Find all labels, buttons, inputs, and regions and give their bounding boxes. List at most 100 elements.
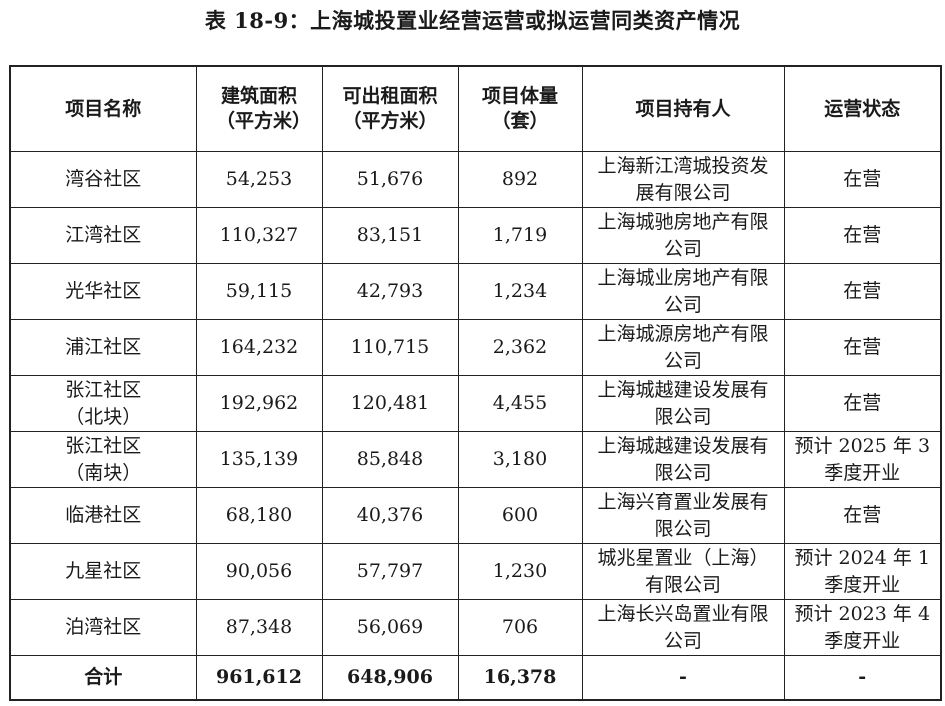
- cell-gfa: 59,115: [195, 263, 323, 320]
- cell-status-text: 预计 2024 年 1 季度开业: [794, 546, 931, 596]
- cell-rentable: 110,715: [321, 319, 459, 376]
- total-units: 16,378: [457, 655, 583, 701]
- cell-owner: 上海新江湾城投资发展有限公司: [581, 151, 785, 208]
- cell-gfa: 164,232: [195, 319, 323, 376]
- cell-gfa: 110,327: [195, 207, 323, 264]
- cell-rentable: 56,069: [321, 599, 459, 656]
- cell-name-text: 光华社区: [65, 280, 142, 302]
- table-row: 江湾社区 110,327 83,151 1,719 上海城驰房地产有限公司 在营: [9, 207, 942, 264]
- cell-gfa: 135,139: [195, 431, 323, 488]
- cell-status-text: 在营: [843, 224, 882, 246]
- cell-name: 光华社区: [9, 263, 197, 320]
- header-gfa: 建筑面积（平方米）: [195, 65, 323, 152]
- cell-status-text: 在营: [843, 504, 882, 526]
- total-row: 合计 961,612 648,906 16,378 - -: [9, 655, 942, 701]
- cell-status-text: 在营: [843, 392, 882, 414]
- cell-name-text: 湾谷社区: [65, 168, 142, 190]
- asset-table: 项目名称 建筑面积（平方米） 可出租面积（平方米） 项目体量（套） 项目持有人 …: [9, 65, 942, 701]
- cell-units: 1,230: [457, 543, 583, 600]
- cell-status: 在营: [783, 207, 942, 264]
- cell-gfa: 87,348: [195, 599, 323, 656]
- cell-owner: 上海长兴岛置业有限公司: [581, 599, 785, 656]
- cell-rentable: 40,376: [321, 487, 459, 544]
- cell-status-text: 预计 2025 年 3 季度开业: [794, 434, 931, 484]
- cell-name: 临港社区: [9, 487, 197, 544]
- cell-owner: 上海城源房地产有限公司: [581, 319, 785, 376]
- cell-gfa: 90,056: [195, 543, 323, 600]
- cell-gfa: 54,253: [195, 151, 323, 208]
- table-row: 张江社区（北块） 192,962 120,481 4,455 上海城越建设发展有限公司 在…: [9, 375, 942, 432]
- cell-status: 在营: [783, 151, 942, 208]
- cell-status: 在营: [783, 487, 942, 544]
- cell-units: 3,180: [457, 431, 583, 488]
- cell-owner-text: 城兆星置业（上海）有限公司: [597, 546, 769, 596]
- table-row: 九星社区 90,056 57,797 1,230 城兆星置业（上海）有限公司 预计 202…: [9, 543, 942, 600]
- cell-units: 1,719: [457, 207, 583, 264]
- cell-rentable: 57,797: [321, 543, 459, 600]
- header-owner: 项目持有人: [581, 65, 785, 152]
- cell-status-text: 预计 2023 年 4 季度开业: [794, 602, 931, 652]
- header-row: 项目名称 建筑面积（平方米） 可出租面积（平方米） 项目体量（套） 项目持有人 …: [9, 65, 942, 152]
- total-gfa: 961,612: [195, 655, 323, 701]
- cell-name-text: 九星社区: [65, 560, 142, 582]
- table-row: 湾谷社区 54,253 51,676 892 上海新江湾城投资发展有限公司 在营: [9, 151, 942, 208]
- header-units: 项目体量（套）: [457, 65, 583, 152]
- header-gfa-label: 建筑面积（平方米）: [216, 85, 312, 132]
- cell-gfa: 192,962: [195, 375, 323, 432]
- cell-owner-text: 上海城越建设发展有限公司: [597, 378, 769, 428]
- table-body: 湾谷社区 54,253 51,676 892 上海新江湾城投资发展有限公司 在营 江湾社区 1…: [9, 151, 942, 701]
- cell-units: 600: [457, 487, 583, 544]
- cell-status-text: 在营: [843, 168, 882, 190]
- cell-status-text: 在营: [843, 336, 882, 358]
- cell-units: 892: [457, 151, 583, 208]
- table-row: 光华社区 59,115 42,793 1,234 上海城业房地产有限公司 在营: [9, 263, 942, 320]
- header-rentable: 可出租面积（平方米）: [321, 65, 459, 152]
- cell-units: 4,455: [457, 375, 583, 432]
- cell-name: 泊湾社区: [9, 599, 197, 656]
- cell-rentable: 85,848: [321, 431, 459, 488]
- cell-name: 江湾社区: [9, 207, 197, 264]
- table-row: 浦江社区 164,232 110,715 2,362 上海城源房地产有限公司 在营: [9, 319, 942, 376]
- header-rentable-label: 可出租面积（平方米）: [342, 85, 438, 132]
- cell-name-text: 张江社区（北块）: [65, 378, 142, 428]
- cell-units: 2,362: [457, 319, 583, 376]
- cell-owner-text: 上海新江湾城投资发展有限公司: [597, 154, 769, 204]
- cell-status: 在营: [783, 375, 942, 432]
- cell-owner-text: 上海城越建设发展有限公司: [597, 434, 769, 484]
- header-status: 运营状态: [783, 65, 942, 152]
- cell-rentable: 83,151: [321, 207, 459, 264]
- table-row: 张江社区（南块） 135,139 85,848 3,180 上海城越建设发展有限公司 预计…: [9, 431, 942, 488]
- cell-owner-text: 上海长兴岛置业有限公司: [597, 602, 769, 652]
- cell-status: 在营: [783, 319, 942, 376]
- cell-name: 张江社区（南块）: [9, 431, 197, 488]
- cell-units: 1,234: [457, 263, 583, 320]
- cell-rentable: 42,793: [321, 263, 459, 320]
- cell-name: 九星社区: [9, 543, 197, 600]
- cell-owner-text: 上海兴育置业发展有限公司: [597, 490, 769, 540]
- cell-name: 张江社区（北块）: [9, 375, 197, 432]
- total-label: 合计: [9, 655, 197, 701]
- total-owner: -: [581, 655, 785, 701]
- cell-name-text: 临港社区: [65, 504, 142, 526]
- cell-gfa: 68,180: [195, 487, 323, 544]
- cell-name-text: 浦江社区: [65, 336, 142, 358]
- total-rentable: 648,906: [321, 655, 459, 701]
- cell-rentable: 51,676: [321, 151, 459, 208]
- cell-owner-text: 上海城驰房地产有限公司: [597, 210, 769, 260]
- cell-owner: 上海城越建设发展有限公司: [581, 431, 785, 488]
- table-row: 临港社区 68,180 40,376 600 上海兴育置业发展有限公司 在营: [9, 487, 942, 544]
- cell-name-text: 泊湾社区: [65, 616, 142, 638]
- total-status: -: [783, 655, 942, 701]
- cell-status: 在营: [783, 263, 942, 320]
- cell-name-text: 江湾社区: [65, 224, 142, 246]
- cell-status-text: 在营: [843, 280, 882, 302]
- cell-status: 预计 2024 年 1 季度开业: [783, 543, 942, 600]
- cell-owner: 上海兴育置业发展有限公司: [581, 487, 785, 544]
- header-units-label: 项目体量（套）: [481, 85, 558, 132]
- table-title: 表 18-9：上海城投置业经营运营或拟运营同类资产情况: [204, 8, 741, 33]
- table-row: 泊湾社区 87,348 56,069 706 上海长兴岛置业有限公司 预计 2023 年 …: [9, 599, 942, 656]
- cell-status: 预计 2025 年 3 季度开业: [783, 431, 942, 488]
- cell-owner: 上海城越建设发展有限公司: [581, 375, 785, 432]
- cell-units: 706: [457, 599, 583, 656]
- cell-owner-text: 上海城源房地产有限公司: [597, 322, 769, 372]
